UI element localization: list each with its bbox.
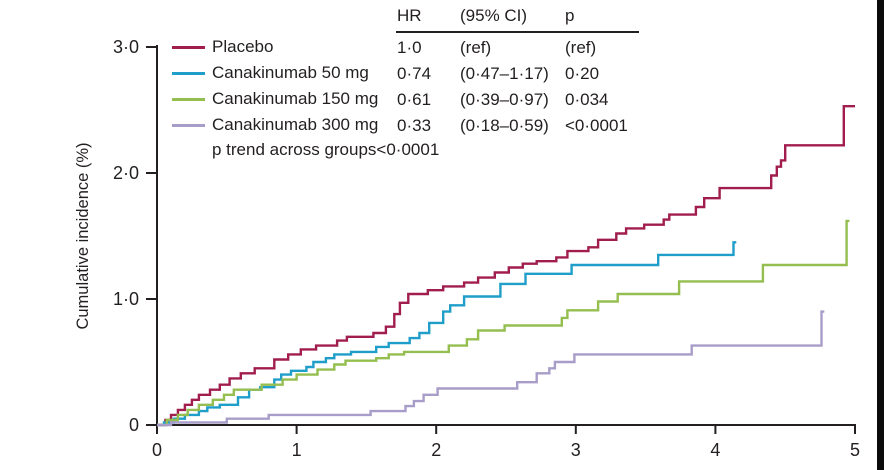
curve-canakinumab-50-mg — [157, 241, 737, 427]
x-tick-label: 0 — [152, 440, 162, 460]
p-value: 0·20 — [565, 64, 600, 83]
x-tick-label: 5 — [850, 440, 860, 460]
curve-canakinumab-300-mg — [157, 310, 825, 427]
header-ci: (95% CI) — [460, 6, 528, 25]
x-tick-label: 1 — [292, 440, 302, 460]
stats-table-header: HR (95% CI) p — [0, 6, 884, 26]
ci-value: (0·47–1·17) — [460, 64, 549, 83]
p-trend-note: p trend across groups<0·0001 — [212, 140, 440, 159]
hr-value: 0·74 — [397, 64, 432, 83]
header-p: p — [565, 6, 575, 25]
y-axis-title: Cumulative incidence (%) — [74, 142, 92, 329]
x-tick-label: 4 — [710, 440, 720, 460]
curve-canakinumab-150-mg — [157, 219, 850, 427]
legend-label: Canakinumab 50 mg — [212, 63, 369, 82]
legend-label: Placebo — [212, 37, 274, 56]
curve-placebo — [157, 105, 855, 427]
legend-item-canakinumab-150: Canakinumab 150 mg — [172, 89, 379, 108]
placebo-line-swatch — [172, 45, 205, 49]
table-row: 0·74 (0·47–1·17) 0·20 — [0, 64, 884, 84]
table-row: 1·0 (ref) (ref) — [0, 38, 884, 58]
canakinumab-50-line-swatch — [172, 71, 205, 75]
y-tick-label: 0 — [129, 415, 139, 435]
ci-value: (ref) — [460, 38, 492, 57]
ci-value: (0·18–0·59) — [460, 116, 549, 135]
y-tick-label: 2·0 — [113, 163, 139, 183]
table-row: 0·33 (0·18–0·59) <0·0001 — [0, 116, 884, 136]
hr-value: 0·61 — [397, 90, 432, 109]
legend-label: Canakinumab 150 mg — [212, 89, 379, 108]
right-edge-black-bar — [877, 0, 884, 470]
canakinumab-300-line-swatch — [172, 123, 205, 127]
p-value: <0·0001 — [565, 116, 628, 135]
p-value: (ref) — [565, 38, 597, 57]
legend-label: Canakinumab 300 mg — [212, 115, 379, 134]
hr-value: 1·0 — [397, 38, 422, 57]
table-header-rule — [396, 31, 639, 33]
legend-item-canakinumab-300: Canakinumab 300 mg — [172, 115, 379, 134]
p-value: 0·034 — [565, 90, 609, 109]
canakinumab-150-line-swatch — [172, 97, 205, 101]
legend-item-canakinumab-50: Canakinumab 50 mg — [172, 63, 369, 82]
ci-value: (0·39–0·97) — [460, 90, 549, 109]
header-hr: HR — [397, 6, 422, 25]
hr-value: 0·33 — [397, 116, 432, 135]
y-tick-label: 1·0 — [113, 289, 139, 309]
y-tick-label: 3·0 — [113, 37, 139, 57]
legend-item-placebo: Placebo — [172, 37, 274, 56]
table-row: 0·61 (0·39–0·97) 0·034 — [0, 90, 884, 110]
x-tick-label: 3 — [571, 440, 581, 460]
x-tick-label: 2 — [431, 440, 441, 460]
